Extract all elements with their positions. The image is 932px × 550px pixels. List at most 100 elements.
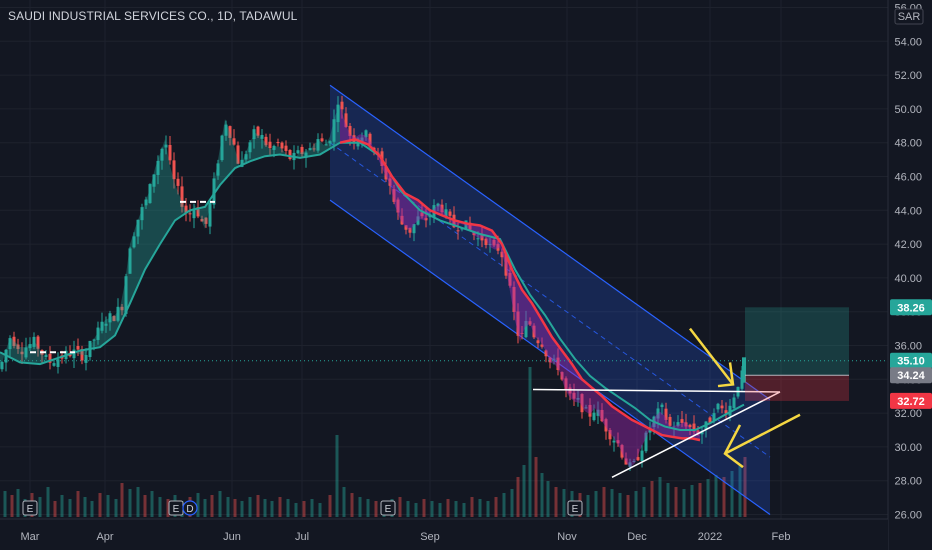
volume-bar [106,495,110,517]
candle-body [224,124,228,136]
candle-body [148,184,152,204]
candle-body [208,202,212,227]
candle-body [400,215,404,225]
volume-bar [83,497,87,517]
candle-body [720,405,724,409]
candle-body [36,336,40,349]
volume-bar [342,487,346,517]
candle-body [616,440,620,444]
candle-body [676,422,680,426]
candle-body [624,458,628,465]
candle-body [80,349,84,361]
earnings-marker[interactable]: E [22,500,38,516]
candle-body [516,311,520,336]
time-tick-label: Nov [557,531,577,543]
candle-body [164,144,168,148]
candle-body [184,205,188,214]
volume-bar [218,491,222,517]
volume-bar [166,499,170,517]
candle-body [132,236,136,248]
volume-bar [248,497,252,517]
candle-body [236,145,240,164]
volume-bar [562,489,566,517]
volume-bar [618,493,622,517]
candle-body [408,227,412,233]
candle-body [512,286,516,312]
earnings-marker[interactable]: E [380,500,396,516]
volume-bar [226,497,230,517]
candle-body [156,160,160,175]
volume-bar [358,497,362,517]
candle-body [288,149,292,160]
candle-body [260,134,264,139]
volume-bar [454,501,458,517]
candle-body [44,354,48,358]
candle-body [532,325,536,338]
candle-body [492,239,496,246]
candle-body [232,138,236,145]
candle-body [556,357,560,370]
candle-body [632,461,636,463]
earnings-box [22,500,38,516]
candle-body [72,349,76,359]
candle-body [384,166,388,180]
volume-bar [76,491,80,517]
candle-body [244,154,248,160]
grid [0,0,888,519]
volume-bar [210,495,214,517]
candle-body [348,125,352,137]
volume-bar [494,497,498,517]
volume-bar [335,435,339,517]
candle-body [344,113,348,128]
candle-body [220,135,224,161]
price-label: 38.26 [897,302,925,314]
dividend-marker[interactable]: D [182,500,198,516]
candle-body [240,159,244,167]
volume-bar [594,491,598,517]
volume-bar [522,465,526,517]
candle-body [340,101,344,110]
candle-body [684,422,688,427]
candle-body [204,217,208,224]
candle-body [524,320,528,338]
price-tick-label: 46.00 [894,172,922,184]
candle-body [84,355,88,363]
price-tick-label: 32.00 [894,408,922,420]
volume-bar [310,499,314,517]
ma-fast-line [339,137,701,442]
candle-body [144,199,148,206]
volume-bar [682,489,686,517]
candle-body [188,213,192,215]
candle-body [692,423,696,432]
volume-bar [738,465,742,517]
volume-bar [722,477,726,517]
candle-body [448,211,452,216]
candle-body [552,358,556,360]
price-label-box [890,299,932,316]
candle-body [728,405,732,416]
volume-bar [554,487,558,517]
price-tick-label: 40.00 [894,273,922,285]
event-marker-label: E [173,504,180,515]
earnings-marker[interactable]: E [168,500,184,516]
candle-body [576,398,580,400]
volume-bar [46,487,50,517]
candle-body [48,353,52,363]
time-tick-label: Jun [223,531,241,543]
volume-bar [422,499,426,517]
candle-body [324,144,328,146]
volume-bar [486,501,490,517]
volume-bar [446,499,450,517]
price-tick-label: 44.00 [894,205,922,217]
earnings-marker[interactable]: E [567,500,583,516]
candle-body [440,204,444,213]
volume-bar [516,477,520,517]
candle-body [252,129,256,140]
volume-bar [136,487,140,517]
candle-body [128,248,132,274]
volume-bar [438,503,442,517]
currency-badge[interactable]: SAR [894,8,924,25]
